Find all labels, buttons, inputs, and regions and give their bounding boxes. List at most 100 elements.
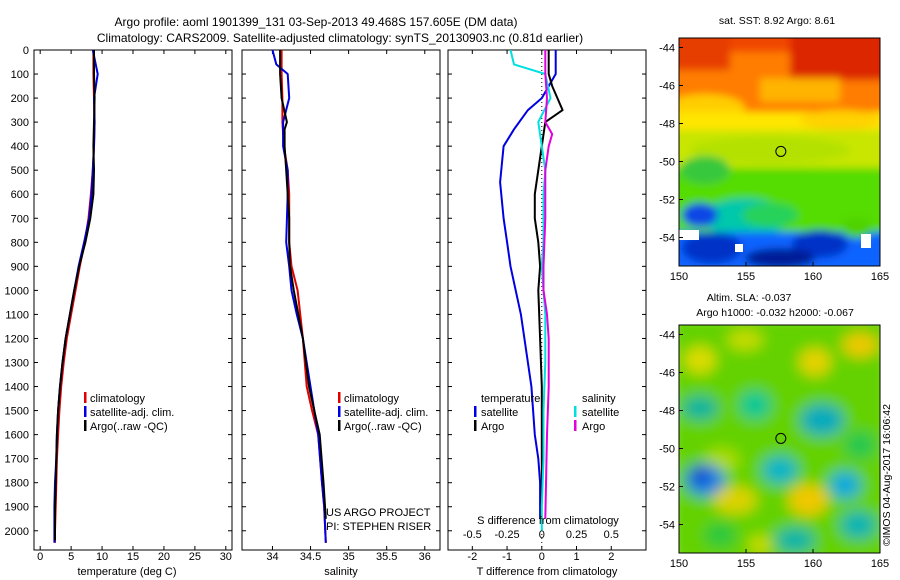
- salinity-x-axis: 34 34.5 35 35.5 36: [266, 50, 431, 563]
- legend-swatch-climatology: [84, 392, 87, 403]
- difference-depth-ticks: [448, 49, 646, 532]
- x-tick-label: 34: [266, 551, 278, 563]
- legend-swatch-satellite: [338, 406, 341, 417]
- legend-title-temperature: temperature: [481, 393, 540, 405]
- sst-longitude-axis: 150 155 160 165: [670, 262, 889, 283]
- difference-plot-frame: [447, 49, 647, 551]
- depth-tick-label: 0: [23, 45, 29, 57]
- land-mask: [679, 230, 699, 240]
- depth-tick-label: 1700: [5, 454, 29, 466]
- lon-tick-label: 165: [871, 271, 889, 283]
- legend-swatch-argo: [84, 420, 87, 431]
- depth-tick-label: 700: [11, 213, 29, 225]
- legend-swatch-sal-satellite: [574, 406, 577, 417]
- depth-tick-label: 1800: [5, 478, 29, 490]
- depth-tick-label: 800: [11, 237, 29, 249]
- depth-tick-label: 1600: [5, 430, 29, 442]
- sst-latitude-axis: -44 -46 -48 -50 -52 -54: [659, 43, 683, 245]
- lat-tick-label: -50: [659, 444, 675, 456]
- x-tick-label: 36: [419, 551, 431, 563]
- legend-label-satellite: satellite-adj. clim.: [344, 407, 428, 419]
- legend-swatch-climatology: [338, 392, 341, 403]
- lon-tick-label: 160: [804, 271, 822, 283]
- lat-tick-label: -44: [659, 43, 675, 55]
- sla-latitude-axis: -44 -46 -48 -50 -52 -54: [659, 330, 683, 532]
- lon-tick-label: 155: [737, 558, 755, 570]
- x-tick-label: 20: [158, 551, 170, 563]
- depth-tick-label: 1000: [5, 285, 29, 297]
- lat-tick-label: -52: [659, 195, 675, 207]
- legend-swatch-temp-satellite: [474, 406, 477, 417]
- x2-tick-label: -0.5: [463, 529, 482, 541]
- x-tick-label: 35: [342, 551, 354, 563]
- series-line-argo-raw-qc-: [279, 50, 327, 519]
- x-tick-label: 10: [96, 551, 108, 563]
- x2-tick-label: 0.5: [604, 529, 619, 541]
- depth-tick-label: 1100: [5, 309, 29, 321]
- lat-tick-label: -48: [659, 406, 675, 418]
- difference-series: [499, 50, 564, 531]
- lat-tick-label: -54: [659, 233, 675, 245]
- lon-tick-label: 160: [804, 558, 822, 570]
- sla-map-title: Altim. SLA: -0.037: [707, 292, 792, 304]
- depth-tick-label: 1300: [5, 358, 29, 370]
- temperature-plot-frame: [33, 49, 233, 551]
- x-tick-label: 25: [189, 551, 201, 563]
- depth-tick-label: 1400: [5, 382, 29, 394]
- temperature-series: [53, 50, 99, 543]
- legend-swatch-sal-argo: [574, 420, 577, 431]
- difference-legend: temperature satellite Argo salinity sate…: [474, 393, 619, 433]
- land-mask: [861, 234, 871, 248]
- x-tick-label: 35.5: [376, 551, 397, 563]
- title-line-2: Climatology: CARS2009. Satellite-adjuste…: [97, 31, 583, 45]
- x2-tick-label: 0.25: [566, 529, 587, 541]
- sla-field: [679, 325, 880, 553]
- lat-tick-label: -44: [659, 330, 675, 342]
- lat-tick-label: -48: [659, 119, 675, 131]
- x2-tick-label: 0: [539, 529, 545, 541]
- argo-float-marker: [775, 432, 787, 444]
- legend-label-argo: Argo(..raw -QC): [90, 421, 168, 433]
- salinity-depth-ticks: [242, 49, 440, 532]
- lon-tick-label: 165: [871, 558, 889, 570]
- lat-tick-label: -50: [659, 157, 675, 169]
- s-difference-label: S difference from climatology: [477, 515, 619, 527]
- x-tick-label: 2: [608, 551, 614, 563]
- pi-annotation: PI: STEPHEN RISER: [326, 521, 431, 533]
- depth-tick-label: 500: [11, 165, 29, 177]
- lat-tick-label: -46: [659, 81, 675, 93]
- x-tick-label: 5: [68, 551, 74, 563]
- lon-tick-label: 150: [670, 271, 688, 283]
- argo-float-marker: [775, 145, 787, 157]
- sla-map-subtitle: Argo h1000: -0.032 h2000: -0.067: [696, 307, 854, 319]
- legend-label-climatology: climatology: [90, 393, 146, 405]
- sst-map-frame: [678, 37, 881, 267]
- depth-tick-label: 900: [11, 261, 29, 273]
- difference-x-axis: -2 -1 0 1 2: [467, 50, 614, 563]
- depth-tick-label: 2000: [5, 526, 29, 538]
- depth-tick-label: 600: [11, 189, 29, 201]
- legend-label-climatology: climatology: [344, 393, 400, 405]
- legend-label-sal-argo: Argo: [582, 421, 605, 433]
- x-tick-label: 15: [127, 551, 139, 563]
- legend-label-temp-satellite: satellite: [481, 407, 518, 419]
- imos-credit: ©IMOS 04-Aug-2017 16:06:42: [881, 404, 893, 546]
- salinity-legend: climatology satellite-adj. clim. Argo(..…: [338, 392, 428, 433]
- salinity-chart: 34 34.5 35 35.5 36 salinity climatology sate…: [241, 49, 441, 578]
- salinity-x-label: salinity: [324, 566, 358, 578]
- depth-tick-label: 1200: [5, 333, 29, 345]
- depth-axis: 0 100 200 300 400 500 600 700 800 900 1000 1100 1200…: [5, 45, 232, 538]
- legend-label-satellite: satellite-adj. clim.: [90, 407, 174, 419]
- depth-tick-label: 200: [11, 93, 29, 105]
- legend-swatch-argo: [338, 420, 341, 431]
- x-tick-label: 0: [539, 551, 545, 563]
- temperature-x-axis: 0 5 10 15 20 25 30: [37, 50, 232, 563]
- legend-title-salinity: salinity: [582, 393, 616, 405]
- legend-label-temp-argo: Argo: [481, 421, 504, 433]
- t-difference-label: T difference from climatology: [477, 566, 618, 578]
- series-line-salinity-argo: [542, 50, 554, 519]
- lat-tick-label: -52: [659, 482, 675, 494]
- lat-tick-label: -46: [659, 368, 675, 380]
- project-annotation: US ARGO PROJECT: [326, 507, 431, 519]
- difference-chart: -2 -1 0 1 2 temperature satellite Argo salin…: [447, 49, 647, 578]
